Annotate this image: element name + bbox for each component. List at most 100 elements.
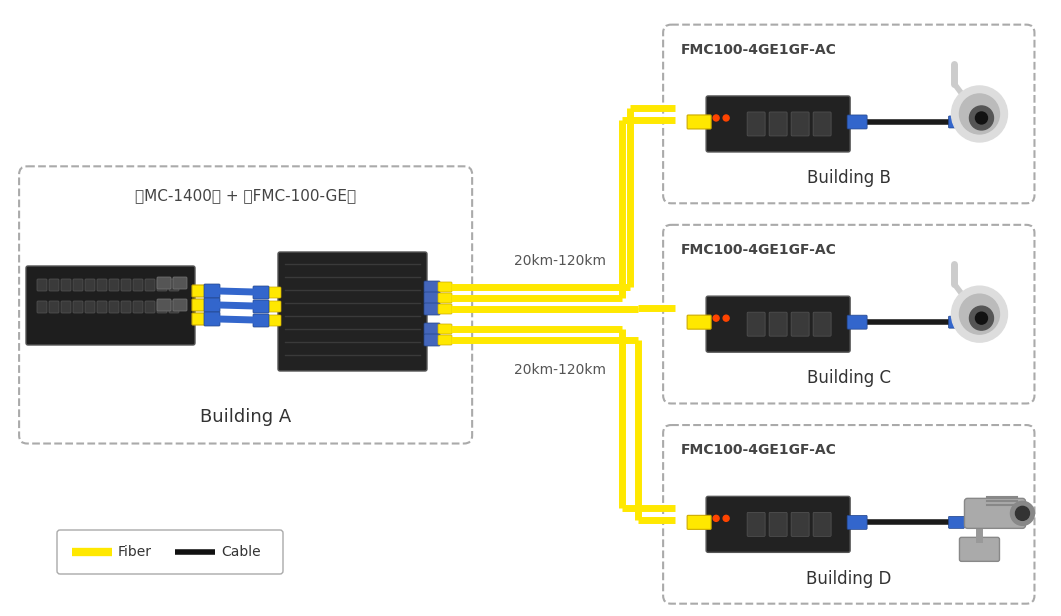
FancyBboxPatch shape <box>424 281 440 293</box>
FancyBboxPatch shape <box>792 513 810 537</box>
FancyBboxPatch shape <box>37 301 47 313</box>
Circle shape <box>713 315 719 321</box>
FancyBboxPatch shape <box>204 312 220 326</box>
Circle shape <box>975 112 988 124</box>
FancyBboxPatch shape <box>424 292 440 304</box>
FancyBboxPatch shape <box>688 315 711 329</box>
FancyBboxPatch shape <box>438 304 452 314</box>
Circle shape <box>713 115 719 121</box>
Circle shape <box>975 312 988 324</box>
FancyBboxPatch shape <box>27 266 195 345</box>
FancyBboxPatch shape <box>60 301 71 313</box>
Circle shape <box>959 294 999 334</box>
FancyBboxPatch shape <box>792 112 810 136</box>
FancyBboxPatch shape <box>949 516 964 529</box>
Text: FMC100-4GE1GF-AC: FMC100-4GE1GF-AC <box>681 43 837 57</box>
Circle shape <box>970 306 993 330</box>
FancyBboxPatch shape <box>157 299 171 311</box>
FancyBboxPatch shape <box>949 116 964 128</box>
Circle shape <box>952 86 1008 142</box>
FancyBboxPatch shape <box>73 301 83 313</box>
FancyBboxPatch shape <box>769 312 787 336</box>
FancyBboxPatch shape <box>60 279 71 291</box>
Circle shape <box>724 516 729 521</box>
FancyBboxPatch shape <box>813 112 831 136</box>
FancyBboxPatch shape <box>747 312 765 336</box>
FancyBboxPatch shape <box>253 300 269 313</box>
FancyBboxPatch shape <box>438 324 452 334</box>
FancyBboxPatch shape <box>707 496 850 553</box>
FancyBboxPatch shape <box>97 279 107 291</box>
FancyBboxPatch shape <box>192 313 206 325</box>
Text: Building A: Building A <box>199 408 292 426</box>
FancyBboxPatch shape <box>438 282 452 292</box>
FancyBboxPatch shape <box>97 301 107 313</box>
FancyBboxPatch shape <box>267 301 281 312</box>
FancyBboxPatch shape <box>769 112 787 136</box>
FancyBboxPatch shape <box>57 530 283 574</box>
Text: Building C: Building C <box>806 370 891 387</box>
Text: FMC100-4GE1GF-AC: FMC100-4GE1GF-AC <box>681 443 837 457</box>
FancyBboxPatch shape <box>847 315 867 329</box>
Circle shape <box>724 115 729 121</box>
FancyBboxPatch shape <box>173 277 187 289</box>
Text: Cable: Cable <box>221 545 261 559</box>
FancyBboxPatch shape <box>707 96 850 152</box>
Text: Fiber: Fiber <box>118 545 152 559</box>
FancyBboxPatch shape <box>204 298 220 312</box>
FancyBboxPatch shape <box>133 301 143 313</box>
FancyBboxPatch shape <box>169 279 179 291</box>
Text: （MC-1400） + （FMC-100-GE）: （MC-1400） + （FMC-100-GE） <box>135 188 356 203</box>
FancyBboxPatch shape <box>847 516 867 529</box>
FancyBboxPatch shape <box>707 296 850 352</box>
Circle shape <box>724 315 729 321</box>
FancyBboxPatch shape <box>847 115 867 129</box>
FancyBboxPatch shape <box>424 303 440 315</box>
FancyBboxPatch shape <box>267 315 281 326</box>
FancyBboxPatch shape <box>747 513 765 537</box>
Circle shape <box>1015 506 1029 521</box>
FancyBboxPatch shape <box>173 299 187 311</box>
FancyBboxPatch shape <box>192 285 206 297</box>
FancyBboxPatch shape <box>438 293 452 303</box>
FancyBboxPatch shape <box>157 277 171 289</box>
FancyBboxPatch shape <box>688 516 711 529</box>
FancyBboxPatch shape <box>192 299 206 311</box>
FancyBboxPatch shape <box>792 312 810 336</box>
FancyBboxPatch shape <box>253 314 269 327</box>
FancyBboxPatch shape <box>813 513 831 537</box>
FancyBboxPatch shape <box>747 112 765 136</box>
FancyBboxPatch shape <box>145 279 155 291</box>
Circle shape <box>959 94 999 134</box>
FancyBboxPatch shape <box>145 301 155 313</box>
FancyBboxPatch shape <box>278 252 427 371</box>
Text: FMC100-4GE1GF-AC: FMC100-4GE1GF-AC <box>681 243 837 257</box>
FancyBboxPatch shape <box>169 301 179 313</box>
FancyBboxPatch shape <box>813 312 831 336</box>
FancyBboxPatch shape <box>204 284 220 298</box>
FancyBboxPatch shape <box>121 301 131 313</box>
Circle shape <box>713 516 719 521</box>
FancyBboxPatch shape <box>121 279 131 291</box>
FancyBboxPatch shape <box>267 287 281 298</box>
FancyBboxPatch shape <box>37 279 47 291</box>
FancyBboxPatch shape <box>85 279 95 291</box>
FancyBboxPatch shape <box>424 323 440 335</box>
FancyBboxPatch shape <box>438 335 452 345</box>
FancyBboxPatch shape <box>769 513 787 537</box>
FancyBboxPatch shape <box>964 498 1026 529</box>
Circle shape <box>1010 501 1034 525</box>
Text: Building B: Building B <box>806 169 891 187</box>
Text: 20km-120km: 20km-120km <box>515 362 607 376</box>
FancyBboxPatch shape <box>949 316 964 328</box>
FancyBboxPatch shape <box>253 286 269 299</box>
Text: Building D: Building D <box>806 570 891 588</box>
FancyBboxPatch shape <box>85 301 95 313</box>
FancyBboxPatch shape <box>157 279 167 291</box>
FancyBboxPatch shape <box>959 537 999 561</box>
FancyBboxPatch shape <box>109 279 119 291</box>
FancyBboxPatch shape <box>49 301 59 313</box>
FancyBboxPatch shape <box>73 279 83 291</box>
Circle shape <box>952 286 1008 342</box>
FancyBboxPatch shape <box>157 301 167 313</box>
